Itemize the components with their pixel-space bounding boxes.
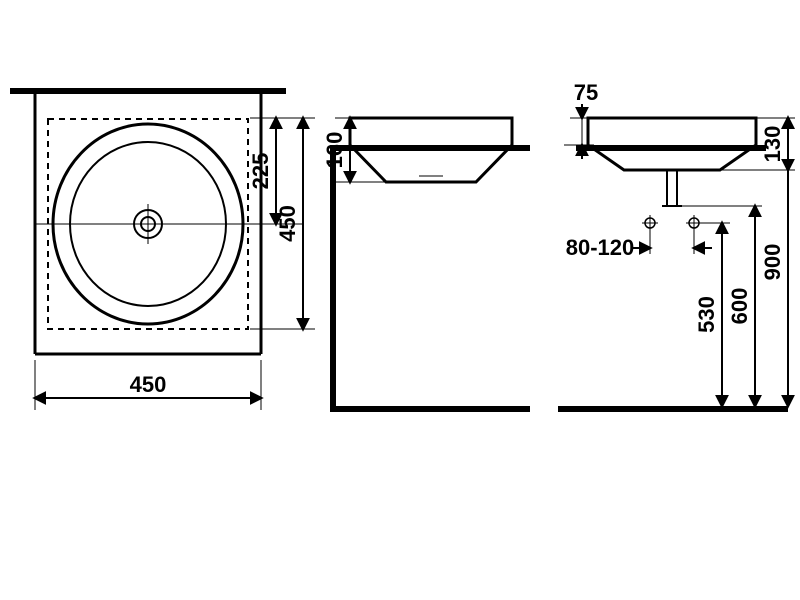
svg-text:450: 450 <box>275 205 300 242</box>
top-view: 450450225 <box>10 88 315 410</box>
svg-text:130: 130 <box>760 126 785 163</box>
side-view: 80-120 75 130 530 600 900 <box>558 80 795 412</box>
front-view: 160 <box>322 118 530 412</box>
svg-text:75: 75 <box>574 80 598 105</box>
svg-text:530: 530 <box>694 296 719 333</box>
svg-text:80-120: 80-120 <box>566 235 635 260</box>
svg-text:600: 600 <box>727 288 752 325</box>
svg-text:160: 160 <box>322 132 347 169</box>
technical-drawing: 450450225 160 80-12075130530600900 <box>0 0 800 600</box>
svg-text:225: 225 <box>248 153 273 190</box>
svg-text:450: 450 <box>130 372 167 397</box>
svg-text:900: 900 <box>760 244 785 281</box>
